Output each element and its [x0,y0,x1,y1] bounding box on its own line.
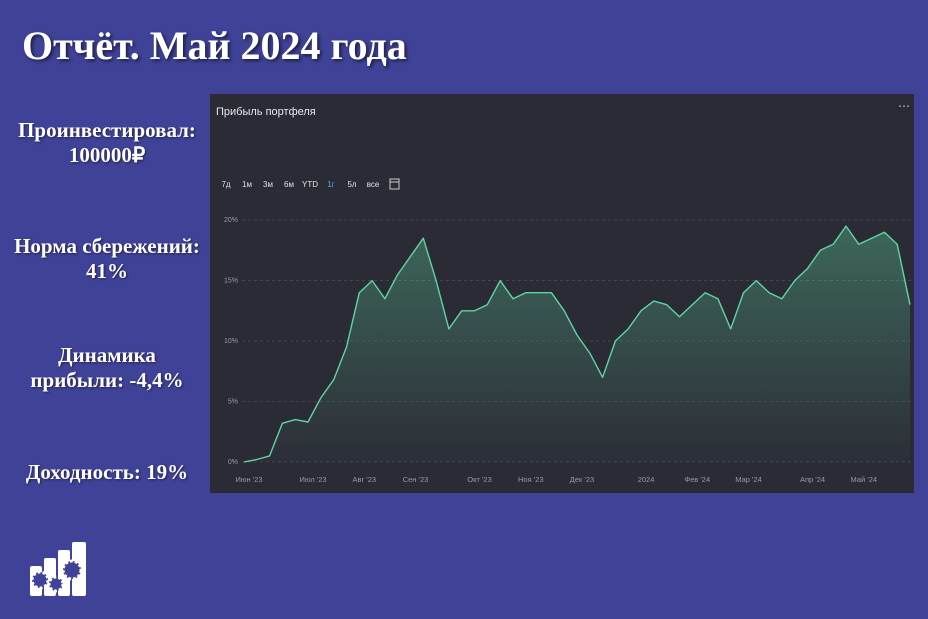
range-button[interactable]: 1м [242,180,252,189]
x-tick-label: Апр '24 [800,475,825,484]
stat: Проинвестировал: 100000₽ [0,118,214,168]
x-tick-label: Авг '23 [352,475,376,484]
logo [30,542,86,596]
stat-line: 100000₽ [68,143,146,167]
x-tick-label: Ноя '23 [518,475,544,484]
stat-line: Доходность: 19% [25,460,189,484]
range-button[interactable]: 5л [347,180,356,189]
stat: Динамика прибыли: -4,4% [0,343,214,393]
x-tick-label: Мар '24 [735,475,762,484]
line [243,225,911,463]
range-button[interactable]: 1г [327,180,334,189]
x-tick-label: Июн '23 [235,475,262,484]
y-tick-label: 20% [224,217,238,224]
chart-title: Прибыль портфеля [216,106,316,118]
y-tick-label: 0% [228,459,238,466]
stat-line: Проинвестировал: [18,118,196,142]
x-tick-label: Дек '23 [570,475,594,484]
area-fill [244,226,910,462]
calendar-icon[interactable] [389,178,400,190]
stat: Норма сбережений: 41% [0,234,214,284]
range-button[interactable]: 7д [221,180,230,189]
stat-line: Динамика [58,343,156,367]
x-tick-label: 2024 [638,475,655,484]
stat: Доходность: 19% [0,460,214,485]
x-tick-label: Фев '24 [684,475,710,484]
x-tick-label: Окт '23 [467,475,492,484]
y-tick-label: 15% [224,277,238,284]
x-tick-label: Июл '23 [299,475,326,484]
x-tick-label: Май '24 [850,475,877,484]
range-button[interactable]: все [367,180,380,189]
range-button[interactable]: 3м [263,180,273,189]
y-tick-label: 5% [228,398,238,405]
x-tick-label: Сен '23 [403,475,429,484]
y-tick-label: 10% [224,338,238,345]
range-button[interactable]: 6м [284,180,294,189]
stat-line: прибыли: -4,4% [30,368,184,392]
menu-icon[interactable]: ⋯ [898,99,910,113]
stat-line: Норма сбережений: [14,234,200,258]
range-button[interactable]: YTD [302,180,318,189]
stat-line: 41% [86,259,128,283]
slide-title: Отчёт. Май 2024 года [22,23,407,68]
